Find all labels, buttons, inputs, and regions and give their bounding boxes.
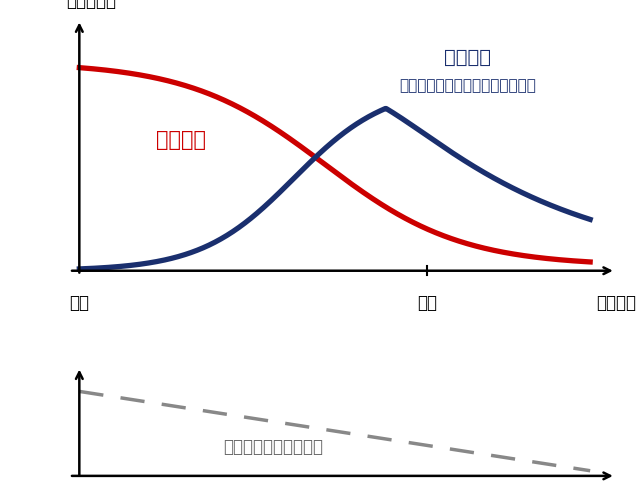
Text: 金融資産: 金融資産 [444,48,491,67]
Text: リスク性資産配分比率: リスク性資産配分比率 [223,438,323,456]
Text: 定年: 定年 [417,294,436,312]
Text: （年齢）: （年齢） [596,294,636,312]
Text: 就職: 就職 [69,294,90,312]
Text: 人的資本: 人的資本 [157,130,207,150]
Text: （資産額）: （資産額） [67,0,116,10]
Text: （預金、債券、株式、不動産等）: （預金、債券、株式、不動産等） [399,79,536,93]
